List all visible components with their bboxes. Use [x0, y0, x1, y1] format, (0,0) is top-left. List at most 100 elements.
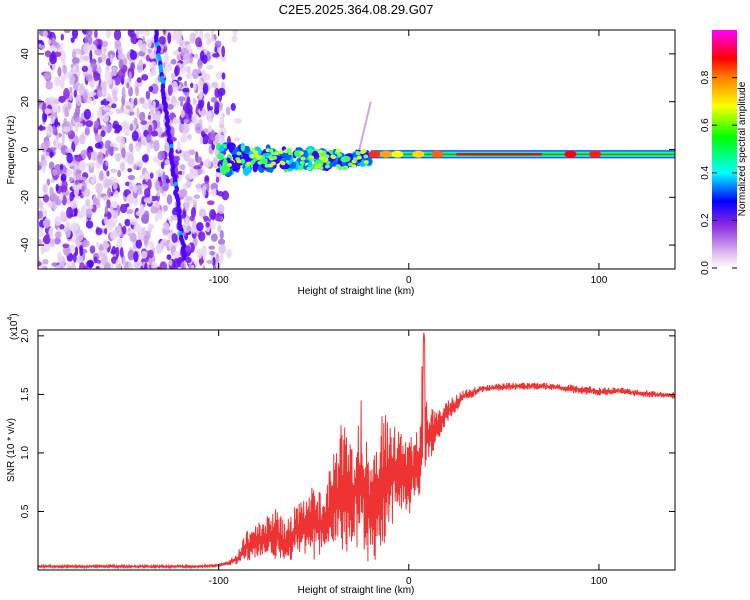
carrier-onset-blob	[355, 151, 361, 156]
noise-blob	[79, 84, 84, 96]
noise-blob	[133, 223, 142, 233]
noise-blob	[102, 240, 108, 251]
noise-blob	[192, 83, 197, 91]
noise-blob	[136, 62, 144, 73]
noise-blob	[191, 264, 195, 269]
noise-blob	[176, 30, 182, 40]
noise-blob	[95, 182, 103, 194]
carrier-onset-blob	[363, 160, 369, 165]
noise-blob	[147, 178, 152, 191]
carrier-onset-blob	[278, 150, 284, 155]
noise-blob	[112, 209, 119, 219]
noise-blob	[173, 258, 180, 269]
noise-blob	[174, 65, 180, 76]
noise-blob	[133, 165, 138, 170]
noise-blob	[182, 53, 191, 65]
noise-blob	[105, 30, 112, 39]
noise-blob	[203, 128, 209, 133]
noise-blob	[150, 206, 157, 214]
transition-blob	[306, 148, 313, 153]
noise-blob	[93, 70, 99, 82]
noise-blob	[182, 87, 190, 93]
y-tick-label: 2.0	[20, 328, 31, 342]
noise-blob	[172, 50, 180, 56]
noise-blob	[109, 229, 118, 240]
spectrogram-panel: -100 0 100 -40 -20 0 20 40 Height of straight l…	[6, 29, 676, 297]
noise-blob	[86, 30, 93, 37]
noise-blob	[198, 90, 203, 101]
noise-blob	[79, 52, 83, 63]
snr-series-line	[38, 332, 675, 570]
carrier-onset-blob	[352, 157, 358, 162]
noise-blob	[230, 103, 236, 112]
noise-blob	[197, 68, 202, 74]
noise-blob	[202, 82, 209, 95]
noise-blob	[39, 44, 45, 50]
noise-blob	[201, 109, 206, 117]
carrier-peak	[412, 150, 425, 158]
colorbar-label: Normalized spectral amplitude	[737, 81, 748, 216]
noise-blob	[71, 57, 80, 65]
noise-blob	[67, 102, 71, 110]
noise-blob	[178, 175, 183, 182]
carrier-peak	[379, 150, 392, 158]
noise-blob	[141, 74, 149, 81]
noise-blob	[126, 208, 134, 215]
noise-blob	[114, 96, 119, 102]
noise-blob	[136, 77, 142, 83]
noise-blob	[57, 262, 65, 269]
carrier-onset-blob	[351, 164, 357, 169]
noise-blob	[206, 259, 214, 265]
noise-blob	[159, 240, 164, 253]
noise-blob	[66, 152, 73, 164]
colorbar-gradient	[712, 30, 737, 268]
noise-blob	[59, 163, 64, 171]
noise-blob	[189, 32, 196, 44]
noise-blob	[95, 227, 103, 236]
noise-blob	[124, 218, 131, 227]
noise-blob	[214, 101, 220, 111]
transition-blob	[252, 163, 258, 173]
noise-blob	[128, 180, 133, 192]
snr-scale-base: (x10	[9, 320, 20, 340]
noise-blob	[84, 126, 90, 136]
noise-blob	[127, 261, 132, 268]
snr-xlabel: Height of straight line (km)	[298, 585, 415, 596]
noise-blob	[101, 253, 108, 265]
noise-blob	[211, 81, 219, 89]
transition-blob	[223, 165, 231, 173]
noise-blob	[140, 204, 144, 213]
noise-blob	[144, 30, 150, 37]
noise-blob	[212, 140, 217, 145]
noise-blob	[162, 171, 166, 184]
noise-blob	[217, 224, 222, 233]
noise-blob	[94, 30, 98, 39]
noise-blob	[233, 136, 241, 142]
noise-blob	[116, 237, 123, 250]
noise-blob	[119, 247, 124, 258]
noise-blob	[75, 94, 82, 107]
noise-blob	[139, 30, 145, 35]
noise-blob	[208, 245, 216, 250]
noise-blob	[73, 89, 78, 98]
carrier-onset-blob	[272, 155, 278, 160]
noise-blob	[147, 48, 152, 54]
transition-blob	[290, 161, 297, 169]
noise-blob	[85, 74, 94, 82]
carrier-core	[456, 153, 542, 156]
noise-blob	[113, 190, 119, 199]
carrier-onset-blob	[280, 161, 286, 166]
noise-blob	[185, 180, 192, 188]
noise-blob	[64, 112, 70, 117]
carrier-onset-blob	[306, 166, 312, 171]
y-tick-label: 0	[20, 146, 31, 152]
noise-blob	[102, 195, 109, 201]
noise-blob	[114, 152, 122, 162]
noise-blob	[178, 96, 186, 102]
spectrogram-ylabel: Frequency (Hz)	[6, 116, 17, 185]
noise-blob	[106, 199, 111, 209]
noise-blob	[117, 170, 122, 178]
noise-blob	[77, 211, 84, 219]
noise-blob	[69, 244, 76, 253]
